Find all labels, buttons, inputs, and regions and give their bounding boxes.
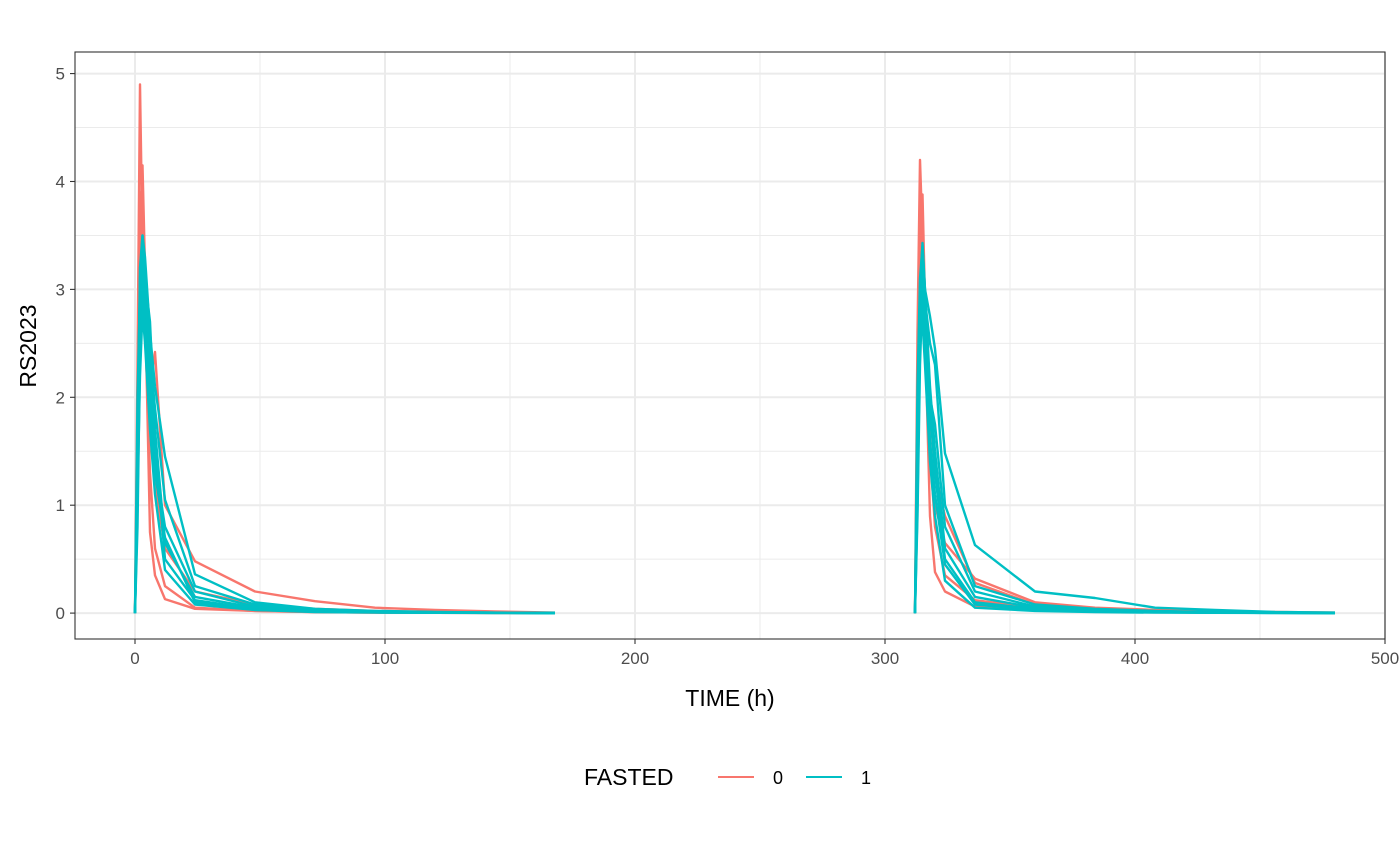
legend-label-fasted-1: 1 <box>861 768 871 788</box>
legend: FASTED 0 1 <box>584 764 871 790</box>
series-lines <box>133 83 1336 615</box>
y-axis-title: RS2023 <box>15 304 41 387</box>
legend-title: FASTED <box>584 764 673 790</box>
y-tick-label: 0 <box>56 604 65 623</box>
y-tick-label: 5 <box>56 65 65 84</box>
y-tick-label: 3 <box>56 280 65 299</box>
legend-label-fasted-0: 0 <box>773 768 783 788</box>
plot-panel <box>75 52 1385 639</box>
x-tick-label: 200 <box>621 649 649 668</box>
x-tick-label: 500 <box>1371 649 1399 668</box>
y-tick-label: 4 <box>56 172 65 191</box>
plot-border <box>74 51 1386 640</box>
x-tick-label: 0 <box>130 649 139 668</box>
series-line-fasted-1-10 <box>133 309 556 615</box>
x-tick-label: 400 <box>1121 649 1149 668</box>
y-axis: 0 1 2 3 4 5 <box>56 65 75 623</box>
y-tick-label: 1 <box>56 496 65 515</box>
y-tick-label: 2 <box>56 388 65 407</box>
x-axis-title: TIME (h) <box>685 685 774 711</box>
series-line-fasted-1-21 <box>913 320 1336 615</box>
x-tick-label: 100 <box>371 649 399 668</box>
minor-gridlines <box>75 52 1385 639</box>
x-tick-label: 300 <box>871 649 899 668</box>
x-axis: 0 100 200 300 400 500 <box>130 639 1399 668</box>
